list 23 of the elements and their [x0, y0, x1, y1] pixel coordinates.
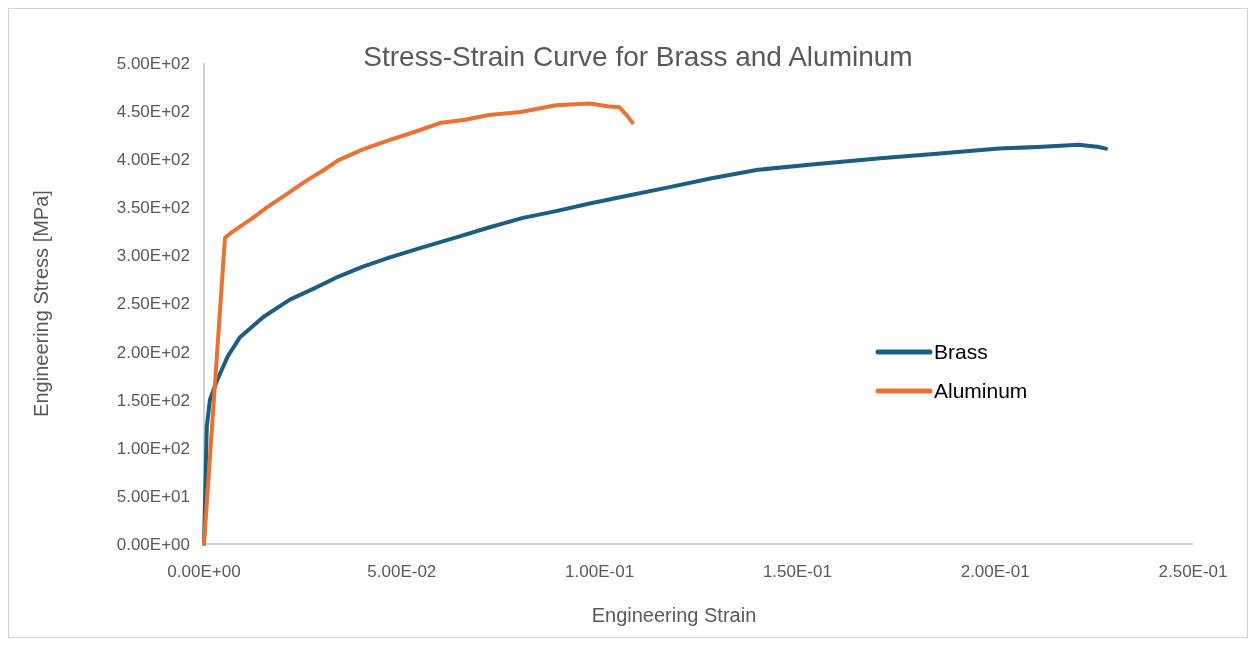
- y-tick-label: 1.50E+02: [116, 390, 190, 410]
- x-axis-title: Engineering Strain: [591, 604, 757, 626]
- y-tick-label: 5.00E+01: [116, 486, 190, 506]
- legend-label: Brass: [934, 340, 988, 364]
- legend-label: Aluminum: [934, 379, 1028, 403]
- y-tick-label: 1.00E+02: [116, 438, 190, 458]
- line-series: [202, 101, 635, 546]
- x-tick-label: 1.50E-01: [762, 562, 832, 581]
- chart-title: Stress-Strain Curve for Brass and Aluminum: [363, 41, 913, 72]
- y-tick-label: 2.00E+02: [116, 342, 190, 362]
- y-tick-label: 4.50E+02: [116, 102, 190, 122]
- x-tick-label: 1.00E-01: [565, 562, 635, 581]
- y-tick-label: 3.50E+02: [116, 198, 190, 218]
- y-tick-label: 0.00E+00: [116, 534, 190, 554]
- y-tick-label: 5.00E+02: [116, 53, 190, 73]
- x-tick-label: 5.00E-02: [367, 562, 437, 581]
- y-tick-label: 4.00E+02: [116, 150, 190, 170]
- x-tick-label: 2.50E-01: [1158, 562, 1228, 581]
- y-tick-label: 3.00E+02: [116, 246, 190, 266]
- x-tick-label: 2.00E-01: [960, 562, 1030, 581]
- x-tick-label: 0.00E+00: [167, 562, 241, 581]
- y-axis-title: Engineering Stress [MPa]: [30, 190, 52, 417]
- y-tick-label: 2.50E+02: [116, 294, 190, 314]
